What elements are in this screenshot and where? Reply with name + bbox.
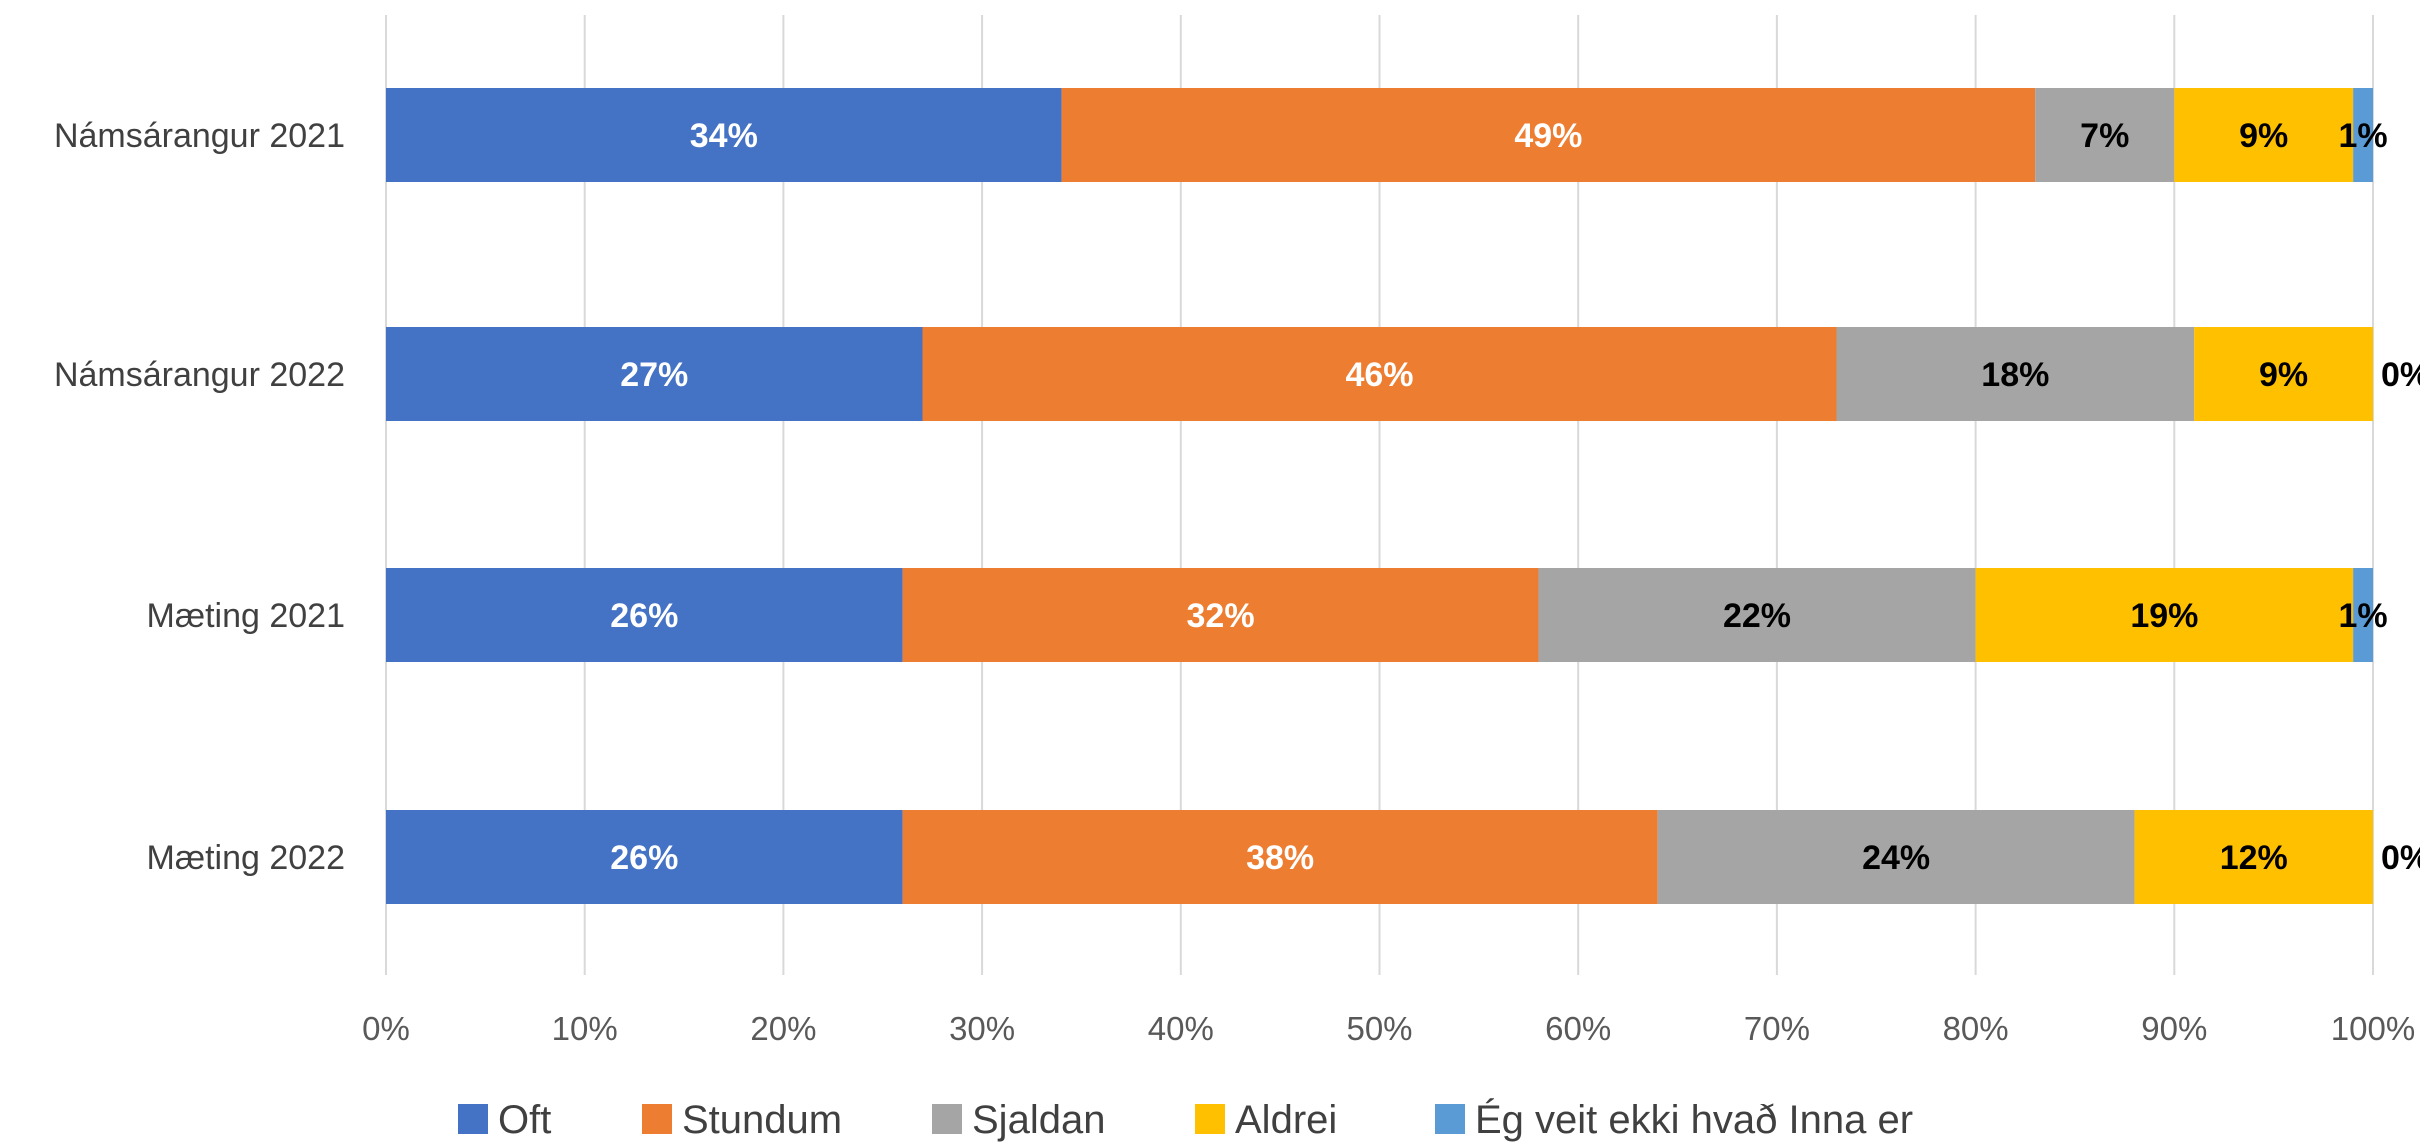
bar-sjaldan-namsarangur-2022 xyxy=(1836,327,2195,421)
data-label-aldrei: 9% xyxy=(2239,117,2288,155)
data-label-aldrei: 19% xyxy=(2130,597,2198,635)
category-label: Námsárangur 2022 xyxy=(54,356,345,394)
bar-sjaldan-namsarangur-2021 xyxy=(2035,88,2175,182)
legend-label-aldrei: Aldrei xyxy=(1235,1098,1337,1142)
legend-swatch-aldrei xyxy=(1195,1104,1225,1134)
data-label-eg-veit-ekki-hvad-inna-er: 1% xyxy=(2338,117,2387,155)
category-label: Mæting 2021 xyxy=(147,597,345,635)
bar-aldrei-maeting-2021 xyxy=(1975,568,2354,662)
bar-sjaldan-maeting-2021 xyxy=(1538,568,1976,662)
x-tick-label: 10% xyxy=(552,1010,618,1047)
legend-label-stundum: Stundum xyxy=(682,1098,842,1142)
data-label-oft: 26% xyxy=(610,839,678,877)
legend-label-sjaldan: Sjaldan xyxy=(972,1098,1105,1142)
data-label-eg-veit-ekki-hvad-inna-er: 0% xyxy=(2381,356,2420,394)
data-labels: 34% 49% 7% 9% 1% 27% 46% 18% 9% 0% 26% 32% 22% 19% 1% 2… xyxy=(610,117,2420,877)
data-label-stundum: 38% xyxy=(1246,839,1314,877)
bar-aldrei-namsarangur-2021 xyxy=(2174,88,2354,182)
bar-oft-maeting-2021 xyxy=(386,568,903,662)
data-label-oft: 34% xyxy=(690,117,758,155)
bars xyxy=(386,88,2373,904)
bar-stundum-namsarangur-2021 xyxy=(1061,88,2036,182)
x-tick-label: 90% xyxy=(2141,1010,2207,1047)
bar-eg-veit-ekki-hvad-inna-er-namsarangur-2021 xyxy=(2353,88,2373,182)
bar-stundum-maeting-2021 xyxy=(902,568,1539,662)
x-tick-label: 20% xyxy=(750,1010,816,1047)
legend-label-eg-veit-ekki-hvad-inna-er: Ég veit ekki hvað Inna er xyxy=(1475,1097,1913,1142)
x-tick-label: 80% xyxy=(1943,1010,2009,1047)
data-label-oft: 27% xyxy=(620,356,688,394)
data-label-eg-veit-ekki-hvad-inna-er: 0% xyxy=(2381,839,2420,877)
bar-oft-maeting-2022 xyxy=(386,810,903,904)
data-label-aldrei: 9% xyxy=(2259,356,2308,394)
category-axis: Námsárangur 2021 Námsárangur 2022 Mæting 2… xyxy=(54,117,345,877)
bar-oft-namsarangur-2021 xyxy=(386,88,1062,182)
legend-swatch-stundum xyxy=(642,1104,672,1134)
data-label-sjaldan: 24% xyxy=(1862,839,1930,877)
data-label-aldrei: 12% xyxy=(2220,839,2288,877)
category-label: Námsárangur 2021 xyxy=(54,117,345,155)
bar-stundum-namsarangur-2022 xyxy=(922,327,1837,421)
value-axis: 0% 10% 20% 30% 40% 50% 60% 70% 80% 90% 100% xyxy=(362,1010,2415,1047)
x-tick-label: 0% xyxy=(362,1010,410,1047)
legend-swatch-sjaldan xyxy=(932,1104,962,1134)
data-label-stundum: 49% xyxy=(1514,117,1582,155)
x-tick-label: 30% xyxy=(949,1010,1015,1047)
x-tick-label: 70% xyxy=(1744,1010,1810,1047)
data-label-sjaldan: 7% xyxy=(2080,117,2129,155)
category-label: Mæting 2022 xyxy=(147,839,345,877)
bar-aldrei-namsarangur-2022 xyxy=(2194,327,2373,421)
bar-eg-veit-ekki-hvad-inna-er-maeting-2021 xyxy=(2353,568,2373,662)
data-label-stundum: 32% xyxy=(1187,597,1255,635)
data-label-eg-veit-ekki-hvad-inna-er: 1% xyxy=(2338,597,2387,635)
bar-sjaldan-maeting-2022 xyxy=(1657,810,2135,904)
data-label-sjaldan: 18% xyxy=(1981,356,2049,394)
data-label-sjaldan: 22% xyxy=(1723,597,1791,635)
legend: Oft Stundum Sjaldan Aldrei Ég veit ekki hvað… xyxy=(458,1097,1913,1142)
data-label-oft: 26% xyxy=(610,597,678,635)
x-tick-label: 100% xyxy=(2331,1010,2415,1047)
bar-stundum-maeting-2022 xyxy=(902,810,1658,904)
x-tick-label: 50% xyxy=(1346,1010,1412,1047)
bar-oft-namsarangur-2022 xyxy=(386,327,923,421)
legend-swatch-eg-veit-ekki-hvad-inna-er xyxy=(1435,1104,1465,1134)
x-tick-label: 40% xyxy=(1148,1010,1214,1047)
bar-aldrei-maeting-2022 xyxy=(2134,810,2373,904)
x-tick-label: 60% xyxy=(1545,1010,1611,1047)
data-label-stundum: 46% xyxy=(1345,356,1413,394)
legend-label-oft: Oft xyxy=(498,1098,551,1142)
legend-swatch-oft xyxy=(458,1104,488,1134)
